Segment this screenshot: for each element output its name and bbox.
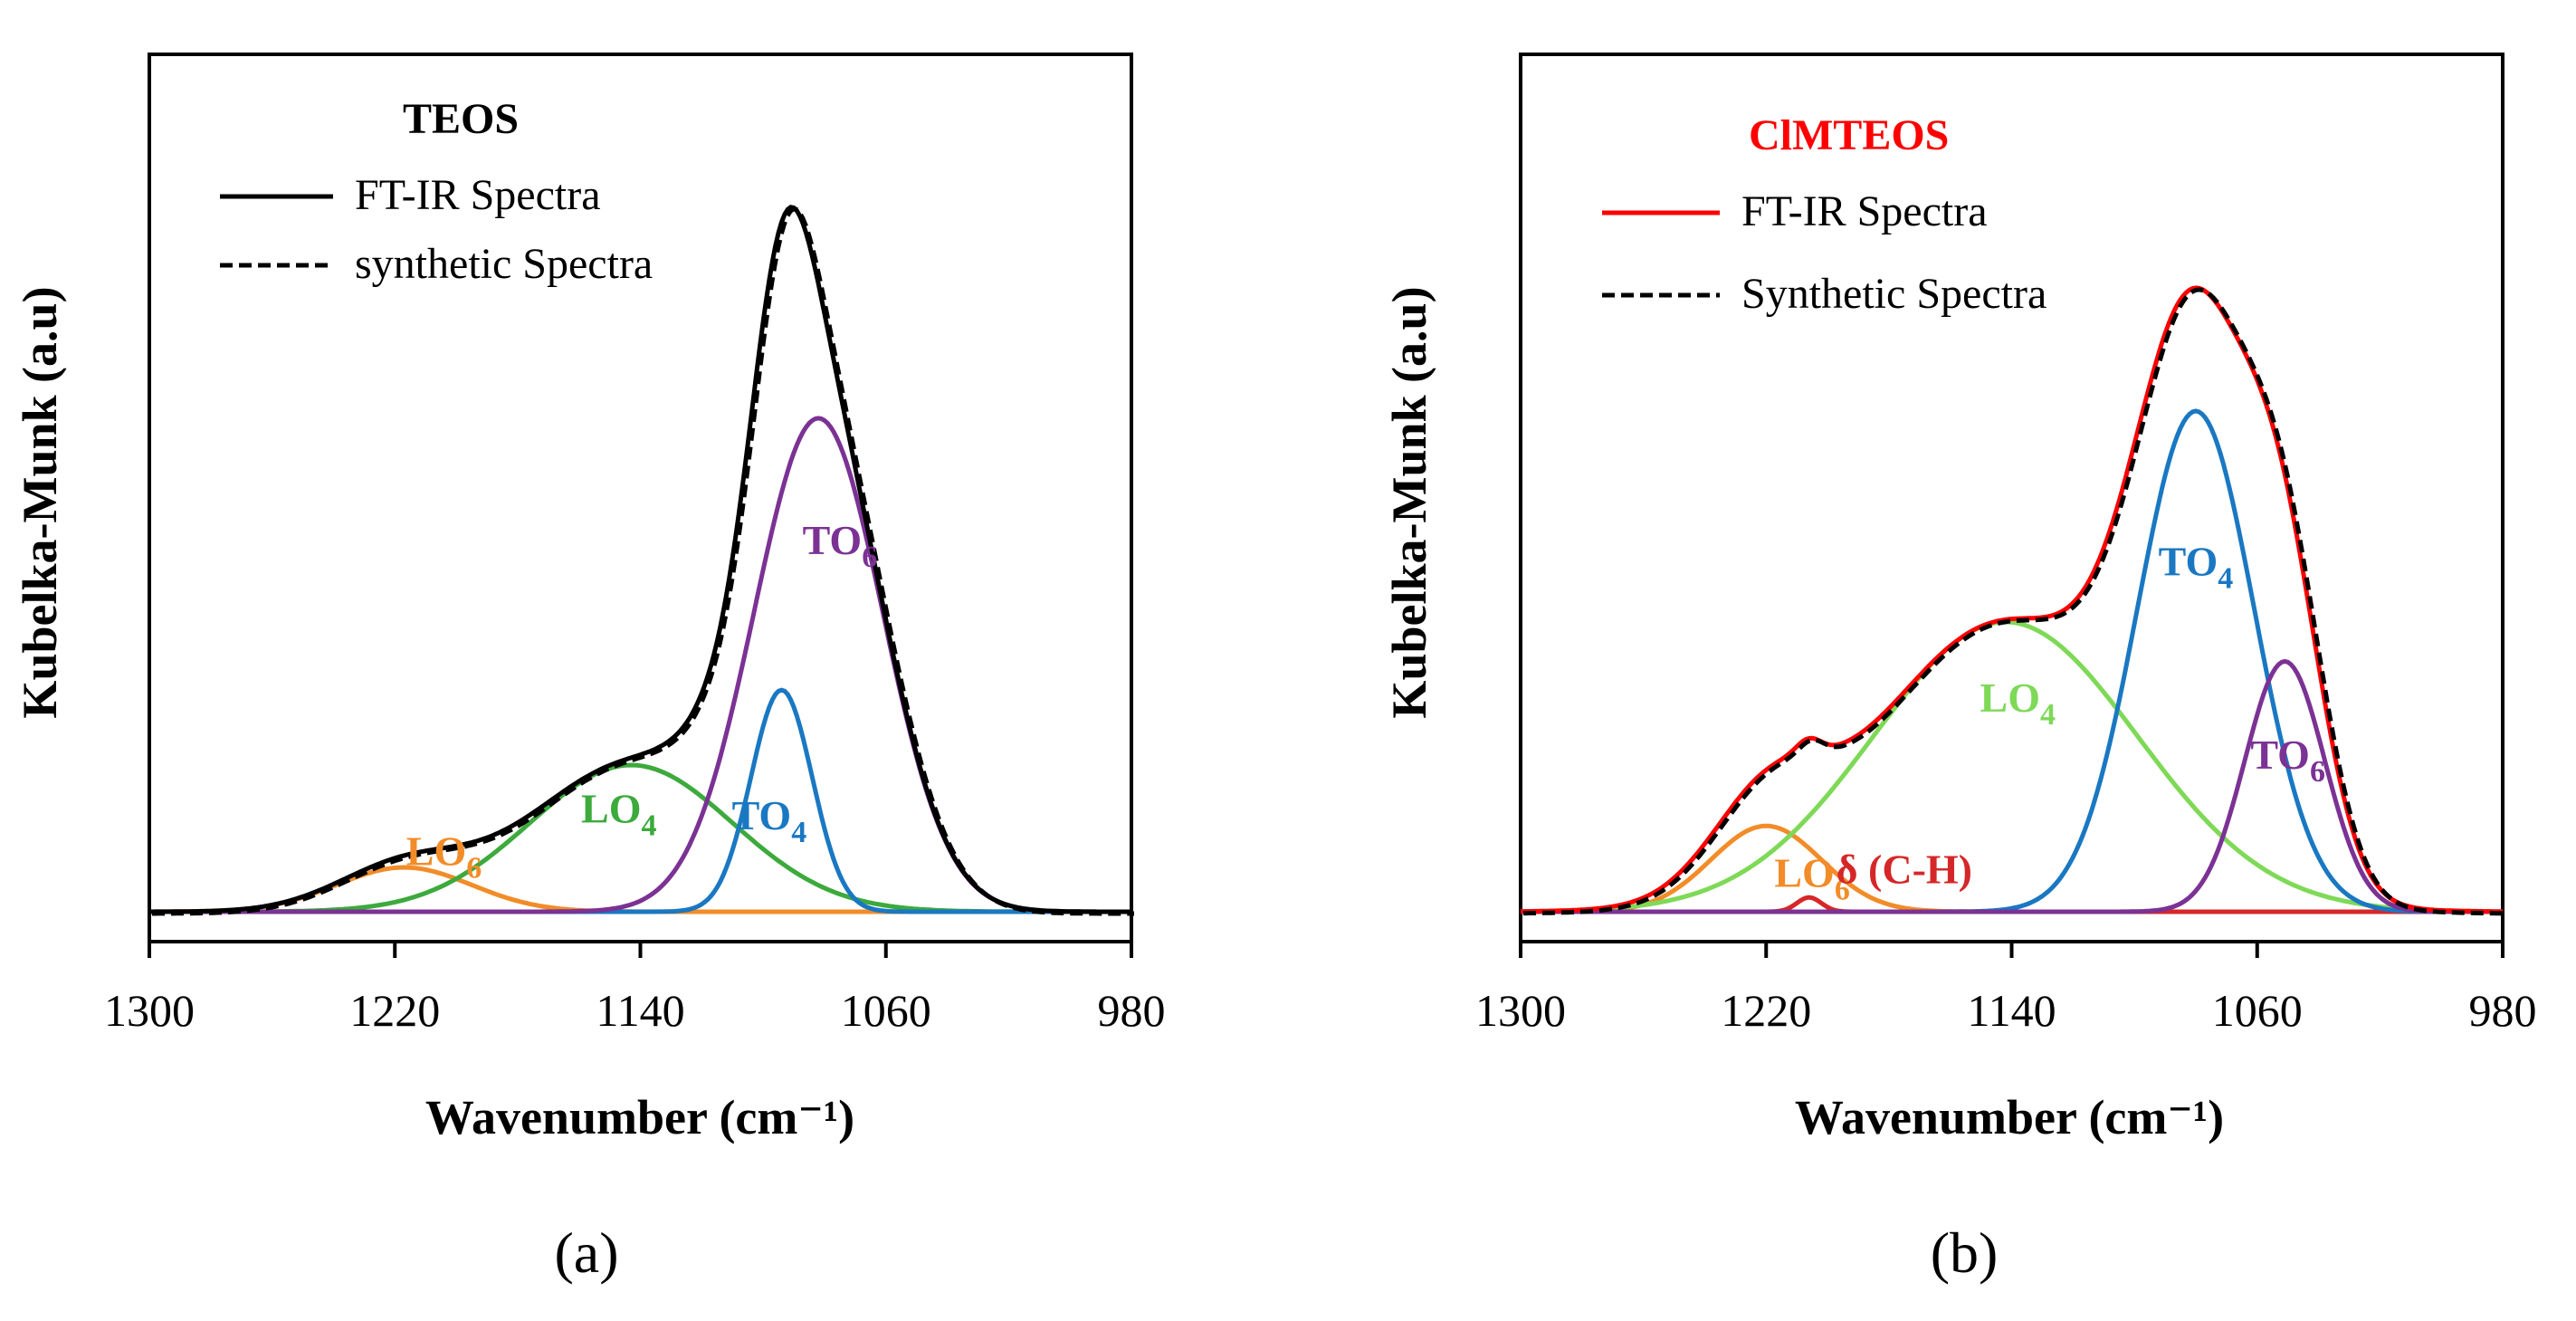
panel-b-legend-label-synthetic: Synthetic Spectra — [1741, 270, 2046, 318]
peak-label-main: LO — [406, 828, 466, 875]
panel-b-peak-label-to6: TO6 — [2250, 732, 2325, 789]
panel-b-synthetic-spectrum — [1523, 287, 2505, 916]
panel-a-x-axis-title: Wavenumber (cm⁻¹) — [425, 1090, 854, 1144]
panel-a-peak-label-lo6: LO6 — [406, 828, 482, 885]
panel-a-x-tick-label: 980 — [1098, 985, 1166, 1036]
panel-b-peak-label-ch: δ (C-H) — [1837, 846, 1972, 892]
panel-a-peak-label-lo4: LO4 — [581, 785, 656, 842]
panel-a-curve-lo6 — [149, 865, 1131, 914]
panel-a-legend-label-synthetic: synthetic Spectra — [355, 240, 653, 288]
panel-a-synthetic-spectrum — [152, 206, 1134, 916]
peak-label-main: TO — [2250, 732, 2310, 778]
peak-label-main: TO — [2159, 539, 2218, 585]
panel-a-peak-label-to4: TO4 — [732, 792, 807, 849]
peak-label-subscript: 6 — [2310, 755, 2325, 789]
panel-a-title: TEOS — [403, 95, 519, 143]
panel-b-curves — [1521, 285, 2505, 916]
peak-label-subscript: 4 — [642, 809, 657, 842]
panel-b-curve-to6 — [1521, 658, 2503, 914]
panel-b-peak-label-lo6: LO6 — [1774, 849, 1849, 906]
panel-a-x-tick-labels: 1300 1220 1140 1060 980 — [104, 985, 1166, 1036]
panel-b-x-ticks — [1519, 942, 2504, 958]
panel-b-legend-label-ftir: FT-IR Spectra — [1741, 187, 1988, 235]
panel-b-legend: FT-IR Spectra Synthetic Spectra — [1602, 187, 2046, 318]
panel-a-legend-label-ftir: FT-IR Spectra — [355, 171, 601, 219]
peak-label-subscript: 4 — [791, 816, 806, 849]
panel-b-x-tick-label: 1060 — [2212, 985, 2303, 1036]
peak-label-main: LO — [1980, 675, 2040, 721]
panel-a-x-tick-label: 1220 — [349, 985, 440, 1036]
panel-a-y-axis-title: Kubelka-Munk (a.u) — [13, 286, 67, 718]
peak-label-subscript: 6 — [1835, 873, 1850, 906]
peak-label-main: δ (C-H) — [1837, 846, 1972, 892]
panel-b-x-tick-label: 980 — [2469, 985, 2537, 1036]
panel-a-letter: (a) — [554, 1220, 618, 1285]
panel-b-peak-label-to4: TO4 — [2159, 539, 2234, 596]
panel-b-x-axis-title: Wavenumber (cm⁻¹) — [1795, 1090, 2224, 1144]
panel-b-x-tick-label: 1300 — [1475, 985, 1566, 1036]
panel-b-letter: (b) — [1931, 1220, 1999, 1285]
panel-a-legend: FT-IR Spectra synthetic Spectra — [220, 171, 653, 288]
peak-label-main: TO — [803, 517, 863, 563]
peak-label-main: TO — [732, 792, 792, 838]
panel-a-curve-to6 — [149, 416, 1131, 914]
peak-label-subscript: 6 — [862, 541, 877, 574]
panel-a-x-tick-label: 1060 — [841, 985, 931, 1036]
panel-b-x-tick-labels: 1300 1220 1140 1060 980 — [1475, 985, 2537, 1036]
panel-a-curves — [149, 205, 1134, 916]
panel-b-curve-lo4 — [1521, 619, 2503, 914]
panel-a-x-ticks — [148, 942, 1133, 958]
panel-a-x-tick-label: 1140 — [596, 985, 684, 1036]
peak-label-subscript: 6 — [466, 852, 482, 885]
peak-label-main: LO — [581, 785, 641, 831]
panel-b-ftir-spectrum — [1521, 285, 2503, 914]
panel-a-peak-label-to6: TO6 — [803, 517, 878, 574]
panel-b-y-axis-title: Kubelka-Munk (a.u) — [1382, 286, 1436, 718]
panel-b-peak-label-lo4: LO4 — [1980, 675, 2056, 732]
panel-a-x-tick-label: 1300 — [104, 985, 195, 1036]
peak-label-subscript: 4 — [2218, 562, 2233, 596]
panel-b-plot-frame — [1519, 53, 2504, 943]
peak-label-subscript: 4 — [2040, 698, 2056, 732]
panel-b-x-tick-label: 1140 — [1967, 985, 2056, 1036]
panel-b-title: ClMTEOS — [1749, 111, 1949, 159]
peak-label-main: LO — [1774, 849, 1834, 895]
panel-b-x-tick-label: 1220 — [1721, 985, 1811, 1036]
